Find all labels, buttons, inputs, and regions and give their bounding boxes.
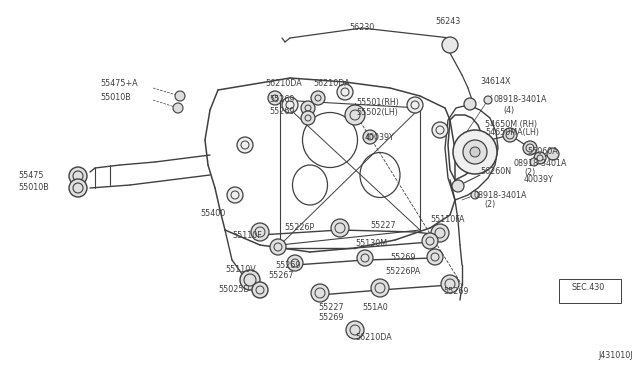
- Text: 56260N: 56260N: [480, 167, 511, 176]
- Circle shape: [270, 239, 286, 255]
- Text: 55269: 55269: [443, 288, 468, 296]
- Text: 55475+A: 55475+A: [100, 80, 138, 89]
- Circle shape: [69, 167, 87, 185]
- Circle shape: [268, 91, 282, 105]
- Circle shape: [442, 37, 458, 53]
- Text: 40039Y: 40039Y: [524, 176, 554, 185]
- Text: 56210DA: 56210DA: [313, 78, 349, 87]
- Circle shape: [237, 137, 253, 153]
- Circle shape: [407, 97, 423, 113]
- Circle shape: [534, 152, 546, 164]
- Text: 55226PA: 55226PA: [385, 267, 420, 276]
- Circle shape: [311, 284, 329, 302]
- Circle shape: [453, 130, 497, 174]
- Text: 08918-3401A: 08918-3401A: [493, 96, 547, 105]
- Circle shape: [363, 130, 377, 144]
- Text: 34614X: 34614X: [480, 77, 511, 87]
- Circle shape: [301, 111, 315, 125]
- Text: 56210DA: 56210DA: [265, 78, 301, 87]
- Text: 55130M: 55130M: [355, 238, 387, 247]
- Text: (2): (2): [484, 201, 495, 209]
- Circle shape: [282, 97, 298, 113]
- Text: SEC.430: SEC.430: [572, 283, 605, 292]
- Circle shape: [523, 141, 537, 155]
- Text: 55227: 55227: [318, 302, 344, 311]
- Circle shape: [311, 91, 325, 105]
- Circle shape: [431, 224, 449, 242]
- Circle shape: [441, 275, 459, 293]
- Circle shape: [357, 250, 373, 266]
- Text: 08918-3401A: 08918-3401A: [514, 158, 568, 167]
- Text: 55010B: 55010B: [18, 183, 49, 192]
- Circle shape: [422, 233, 438, 249]
- Text: 55110FA: 55110FA: [430, 215, 465, 224]
- Text: 54650MA(LH): 54650MA(LH): [485, 128, 539, 137]
- Text: J431010J: J431010J: [598, 350, 632, 359]
- Text: 55269: 55269: [269, 96, 294, 105]
- Text: 40039Y: 40039Y: [365, 132, 395, 141]
- Circle shape: [547, 148, 559, 160]
- Circle shape: [252, 282, 268, 298]
- Text: 55269: 55269: [269, 108, 294, 116]
- Text: 55400: 55400: [200, 209, 225, 218]
- Circle shape: [443, 38, 457, 52]
- Text: 55110F: 55110F: [232, 231, 262, 241]
- Circle shape: [484, 96, 492, 104]
- Circle shape: [427, 249, 443, 265]
- Circle shape: [251, 223, 269, 241]
- Text: 55110V: 55110V: [225, 266, 256, 275]
- Text: (2): (2): [524, 167, 535, 176]
- Circle shape: [240, 270, 260, 290]
- Circle shape: [301, 101, 315, 115]
- Circle shape: [227, 187, 243, 203]
- Circle shape: [503, 128, 517, 142]
- Text: 55267: 55267: [268, 272, 294, 280]
- Text: 55060A: 55060A: [527, 148, 557, 157]
- Circle shape: [452, 180, 464, 192]
- Text: 55502(LH): 55502(LH): [356, 108, 398, 116]
- Circle shape: [371, 279, 389, 297]
- Text: 55269: 55269: [275, 260, 301, 269]
- Text: 55475: 55475: [18, 171, 44, 180]
- Text: 56243: 56243: [435, 17, 460, 26]
- Text: (4): (4): [503, 106, 514, 115]
- Circle shape: [331, 219, 349, 237]
- Text: 56210DA: 56210DA: [355, 334, 392, 343]
- Text: 55226P: 55226P: [284, 224, 314, 232]
- Text: 56230: 56230: [349, 23, 374, 32]
- Circle shape: [345, 105, 365, 125]
- Text: 54650M (RH): 54650M (RH): [485, 119, 537, 128]
- Text: 55501(RH): 55501(RH): [356, 97, 399, 106]
- Circle shape: [471, 191, 479, 199]
- Text: 08918-3401A: 08918-3401A: [474, 192, 527, 201]
- Text: 551A0: 551A0: [362, 302, 388, 311]
- Circle shape: [464, 98, 476, 110]
- Text: 55269: 55269: [390, 253, 415, 263]
- Circle shape: [287, 255, 303, 271]
- Circle shape: [470, 147, 480, 157]
- Circle shape: [173, 103, 183, 113]
- Text: 55269: 55269: [318, 314, 344, 323]
- Text: 55227: 55227: [370, 221, 396, 230]
- Circle shape: [175, 91, 185, 101]
- Circle shape: [432, 122, 448, 138]
- Circle shape: [463, 140, 487, 164]
- Circle shape: [346, 321, 364, 339]
- Circle shape: [446, 41, 454, 49]
- Text: 55025D: 55025D: [218, 285, 250, 295]
- Circle shape: [69, 179, 87, 197]
- Circle shape: [530, 158, 538, 166]
- Text: 55010B: 55010B: [100, 93, 131, 102]
- Circle shape: [337, 84, 353, 100]
